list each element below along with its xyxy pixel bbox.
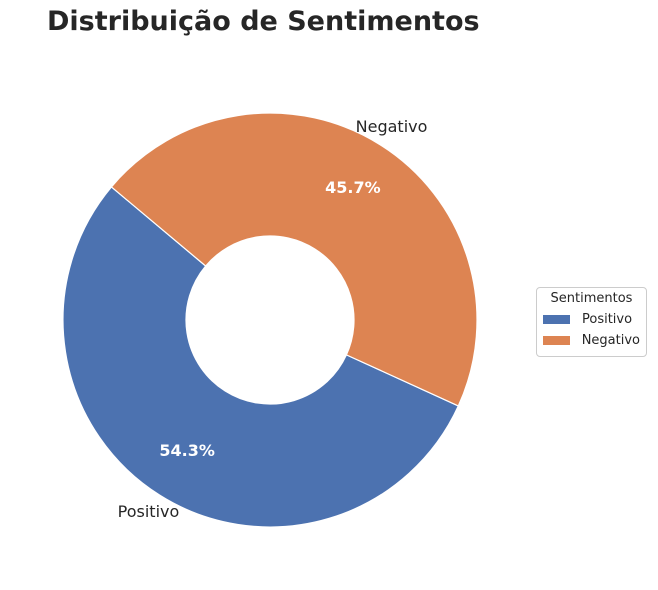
legend-entry-positivo: Positivo [543,309,640,330]
slice-positivo [62,186,460,528]
legend-label-negativo: Negativo [581,333,640,348]
legend-swatch-positivo [543,315,570,324]
legend-entry-negativo: Negativo [543,330,640,351]
legend: Sentimentos Positivo Negativo [536,287,647,357]
percent-label-positivo: 54.3% [159,441,215,460]
legend-swatch-negativo [543,336,570,345]
legend-label-positivo: Positivo [582,312,633,327]
slice-negativo [110,112,478,407]
legend-title: Sentimentos [550,291,633,306]
category-label-negativo: Negativo [356,117,428,136]
category-label-positivo: Positivo [118,502,180,521]
percent-label-negativo: 45.7% [325,178,381,197]
chart-title: Distribuição de Sentimentos [47,6,480,37]
